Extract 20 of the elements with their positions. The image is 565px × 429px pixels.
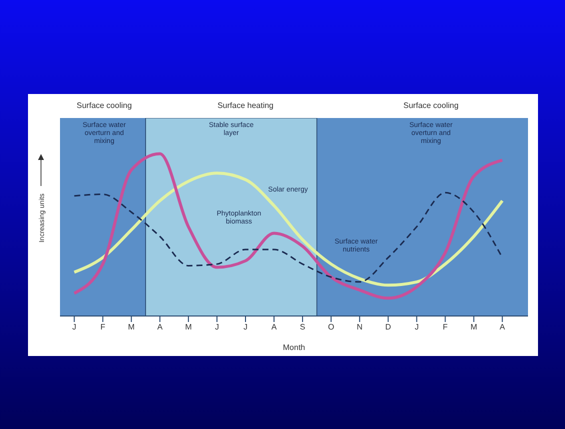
text: Surface heating <box>217 101 274 110</box>
x-tick-label: A <box>271 322 278 332</box>
x-tick-label: O <box>328 322 334 332</box>
x-tick-label: J <box>72 322 76 332</box>
x-tick-label: A <box>157 322 164 332</box>
x-tick-label: J <box>243 322 248 332</box>
x-tick-label: J <box>414 322 419 332</box>
x-tick-label: J <box>214 322 219 332</box>
x-tick-label: M <box>470 322 478 332</box>
x-tick-label: F <box>442 322 448 332</box>
text: Surface cooling <box>76 101 132 110</box>
text: Surface cooling <box>403 101 459 110</box>
x-tick-label: N <box>356 322 363 332</box>
x-tick-label: F <box>100 322 106 332</box>
x-tick-label: D <box>385 322 392 332</box>
x-tick-label: S <box>300 322 306 332</box>
x-tick-label: A <box>500 322 506 332</box>
x-tick-label: M <box>128 322 136 332</box>
x-axis-title: Month <box>282 343 306 352</box>
x-tick-label: M <box>185 322 192 332</box>
